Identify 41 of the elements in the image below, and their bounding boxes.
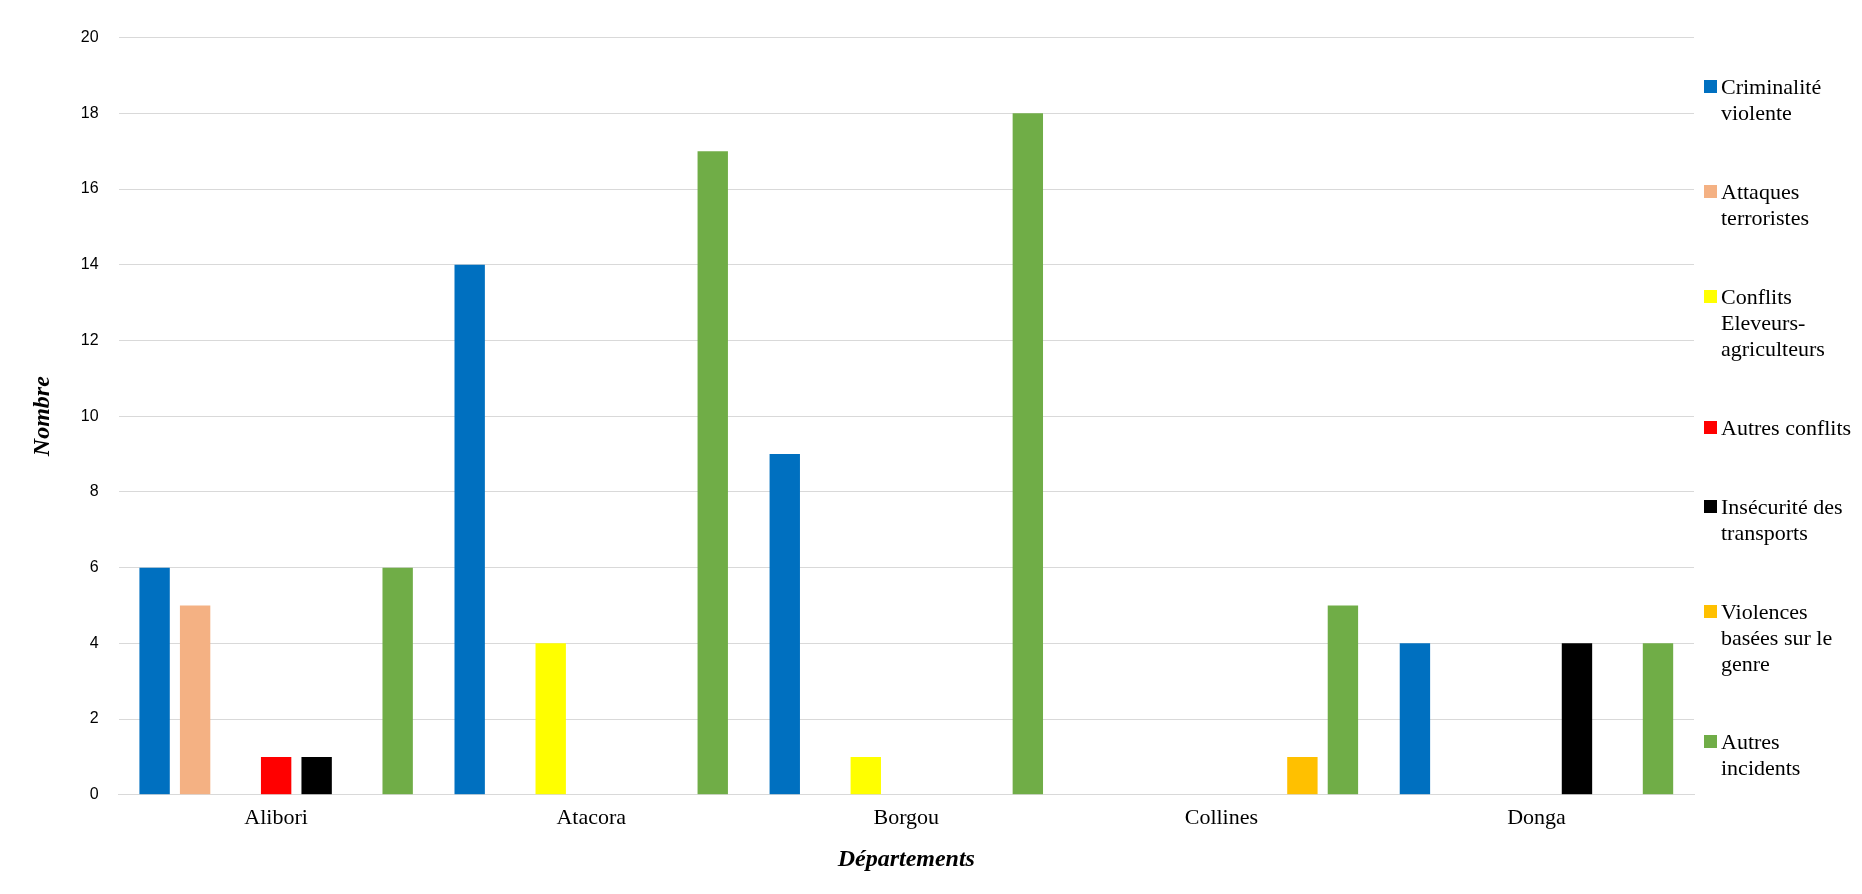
x-tick-label: Collines: [1184, 803, 1259, 829]
bar: [850, 756, 881, 795]
bar: [535, 643, 566, 795]
y-tick-label: 20: [80, 28, 99, 46]
bar: [301, 756, 332, 795]
legend-label: Insécurité des transports: [1721, 493, 1844, 546]
bar: [260, 756, 292, 795]
bar: [179, 605, 211, 795]
legend-label: Autres conflits: [1721, 414, 1852, 441]
x-tick-label: Alibori: [244, 803, 308, 829]
bar: [769, 454, 800, 795]
y-tick-label: 6: [89, 558, 99, 576]
bar: [139, 567, 170, 795]
y-tick-label: 18: [80, 103, 99, 121]
bar: [1399, 643, 1431, 795]
bar: [1327, 605, 1359, 795]
y-tick-label: 8: [89, 482, 99, 500]
y-tick-label: 14: [80, 255, 99, 273]
legend-label: Violences basées sur le genre: [1721, 598, 1834, 677]
x-tick-label: Atacora: [556, 803, 627, 829]
y-tick-label: 2: [89, 709, 99, 727]
bar: [1287, 756, 1318, 795]
x-tick-label: Borgou: [873, 803, 940, 829]
legend-label: Autres incidents: [1721, 729, 1802, 782]
bar: [1012, 113, 1044, 795]
bar: [382, 567, 413, 795]
y-axis-title: Nombre: [27, 375, 54, 458]
y-tick-label: 16: [80, 179, 99, 197]
y-tick-label: 12: [80, 330, 99, 348]
legend-label: Attaques terroristes: [1721, 179, 1810, 232]
legend-label: Conflits Eleveurs-agriculteurs: [1721, 284, 1826, 363]
y-tick-label: 0: [89, 785, 99, 803]
y-tick-label: 4: [89, 633, 99, 651]
x-axis-title: Départements: [836, 844, 975, 871]
bar: [1561, 643, 1593, 795]
bar: [697, 151, 728, 795]
x-tick-label: Donga: [1507, 803, 1567, 829]
y-tick-label: 10: [80, 406, 99, 424]
bar: [454, 264, 485, 795]
legend-label: Criminalité violente: [1721, 74, 1823, 127]
bar: [1642, 643, 1674, 795]
